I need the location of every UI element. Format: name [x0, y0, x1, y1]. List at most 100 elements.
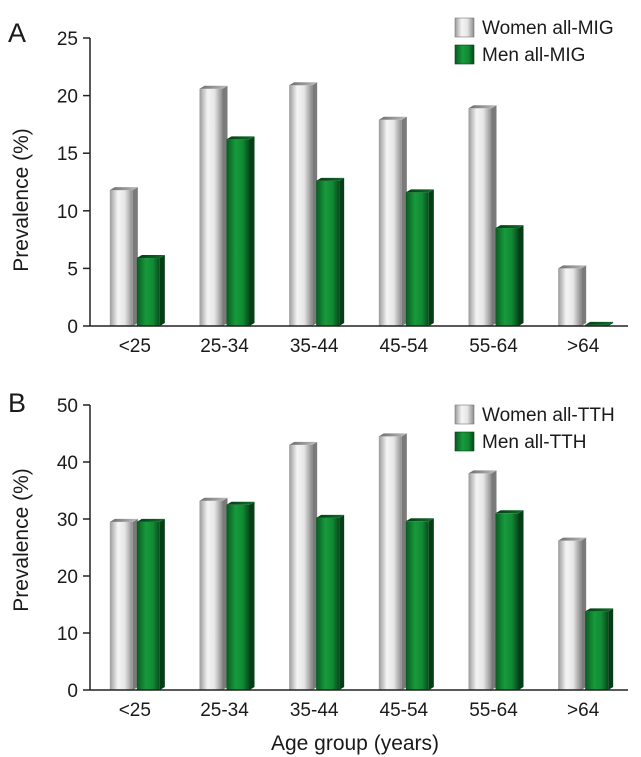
- bar-men-a: [136, 255, 165, 326]
- bar-face: [199, 500, 223, 690]
- bar-side: [518, 225, 524, 326]
- x-tick-label: 35-44: [290, 700, 339, 721]
- chart-panel-a: A Prevalence (%) 0 5 10 15 20 25 <25 25-34 35-4…: [8, 17, 628, 357]
- y-tick-label: 30: [57, 510, 78, 531]
- bar-women-a: [289, 82, 318, 327]
- bar-face: [109, 190, 133, 326]
- bar-women-b: [109, 518, 138, 690]
- bar-women-b: [468, 470, 497, 690]
- x-ticks-a: <25 25-34 35-44 45-54 55-64 >64: [119, 336, 600, 357]
- bar-side: [491, 470, 497, 690]
- bar-top: [136, 518, 165, 522]
- legend-item-women-a: Women all-MIG: [454, 17, 614, 39]
- bar-side: [608, 321, 614, 326]
- y-tick-label: 40: [57, 453, 78, 474]
- legend-swatch-men-b: [454, 431, 475, 452]
- bar-men-a: [405, 189, 434, 326]
- bar-men-b: [316, 514, 345, 690]
- bar-top: [289, 82, 318, 86]
- bars-b: [109, 433, 614, 690]
- bar-side: [401, 116, 407, 327]
- bar-top: [378, 433, 407, 437]
- bar-top: [405, 189, 434, 193]
- chart-panel-b: B Prevalence (%) 0 10 20 30 40 50 <25 25-34 35-…: [8, 388, 628, 755]
- bar-face: [378, 119, 402, 327]
- bar-top: [468, 470, 497, 474]
- x-tick-label: 25-34: [200, 700, 249, 721]
- bar-face: [405, 521, 429, 690]
- x-ticks-b: <25 25-34 35-44 45-54 55-64 >64: [119, 700, 600, 721]
- bar-face: [109, 521, 133, 690]
- x-tick-label: >64: [567, 336, 600, 357]
- bar-side: [312, 441, 318, 690]
- bar-face: [378, 436, 402, 690]
- bar-side: [159, 518, 165, 690]
- bar-side: [312, 82, 318, 327]
- legend-label-women-b: Women all-TTH: [482, 405, 615, 426]
- bars-a: [109, 82, 614, 327]
- bar-top: [495, 225, 524, 229]
- bar-side: [249, 136, 255, 326]
- bar-women-a: [558, 265, 587, 326]
- bar-face: [289, 85, 313, 327]
- bar-side: [401, 433, 407, 690]
- y-tick-label: 10: [57, 202, 78, 223]
- y-tick-label: 5: [67, 259, 78, 280]
- bar-side: [491, 105, 497, 326]
- bar-women-b: [199, 497, 228, 690]
- bar-side: [339, 177, 345, 326]
- y-tick-label: 0: [67, 317, 78, 338]
- bar-face: [136, 258, 160, 326]
- bar-face: [468, 473, 492, 690]
- bar-top: [199, 497, 228, 501]
- y-axis-label-b: Prevalence (%): [10, 468, 33, 612]
- bar-side: [428, 189, 434, 326]
- bar-top: [558, 537, 587, 541]
- bar-face: [585, 611, 609, 690]
- y-tick-label: 25: [57, 29, 78, 50]
- x-tick-label: >64: [567, 700, 600, 721]
- bar-women-a: [378, 116, 407, 327]
- bar-side: [518, 510, 524, 690]
- bar-side: [132, 518, 138, 690]
- x-tick-label: <25: [119, 336, 151, 357]
- bar-top: [199, 85, 228, 89]
- bar-top: [378, 116, 407, 120]
- y-tick-label: 20: [57, 87, 78, 108]
- y-tick-label: 20: [57, 567, 78, 588]
- y-ticks-a: 0 5 10 15 20 25: [57, 29, 90, 338]
- legend-item-women-b: Women all-TTH: [454, 404, 615, 426]
- bar-face: [495, 228, 519, 326]
- bar-top: [468, 105, 497, 109]
- legend-item-men-a: Men all-MIG: [454, 44, 585, 66]
- bar-top: [109, 518, 138, 522]
- legend-label-women-a: Women all-MIG: [482, 18, 614, 39]
- bar-side: [339, 514, 345, 690]
- bar-top: [316, 177, 345, 181]
- y-tick-label: 15: [57, 144, 78, 165]
- panel-letter-a: A: [8, 18, 26, 48]
- bar-face: [226, 139, 250, 326]
- legend-swatch-women-a: [454, 17, 475, 38]
- bar-face: [136, 521, 160, 690]
- legend-swatch-women-b: [454, 404, 475, 425]
- bar-men-b: [136, 518, 165, 690]
- bar-side: [581, 265, 587, 326]
- bar-face: [226, 504, 250, 690]
- bar-side: [159, 255, 165, 326]
- x-tick-label: 55-64: [469, 336, 518, 357]
- bar-top: [495, 510, 524, 514]
- bar-men-a: [226, 136, 255, 326]
- bar-men-b: [226, 501, 255, 690]
- x-tick-label: 35-44: [290, 336, 339, 357]
- bar-face: [495, 513, 519, 690]
- bar-top: [585, 321, 614, 325]
- y-ticks-b: 0 10 20 30 40 50: [57, 396, 90, 702]
- bar-top: [558, 265, 587, 269]
- panel-letter-b: B: [8, 388, 26, 418]
- x-tick-label: 45-54: [380, 336, 429, 357]
- bar-women-a: [109, 187, 138, 326]
- bar-men-a: [495, 225, 524, 326]
- bar-face: [289, 444, 313, 690]
